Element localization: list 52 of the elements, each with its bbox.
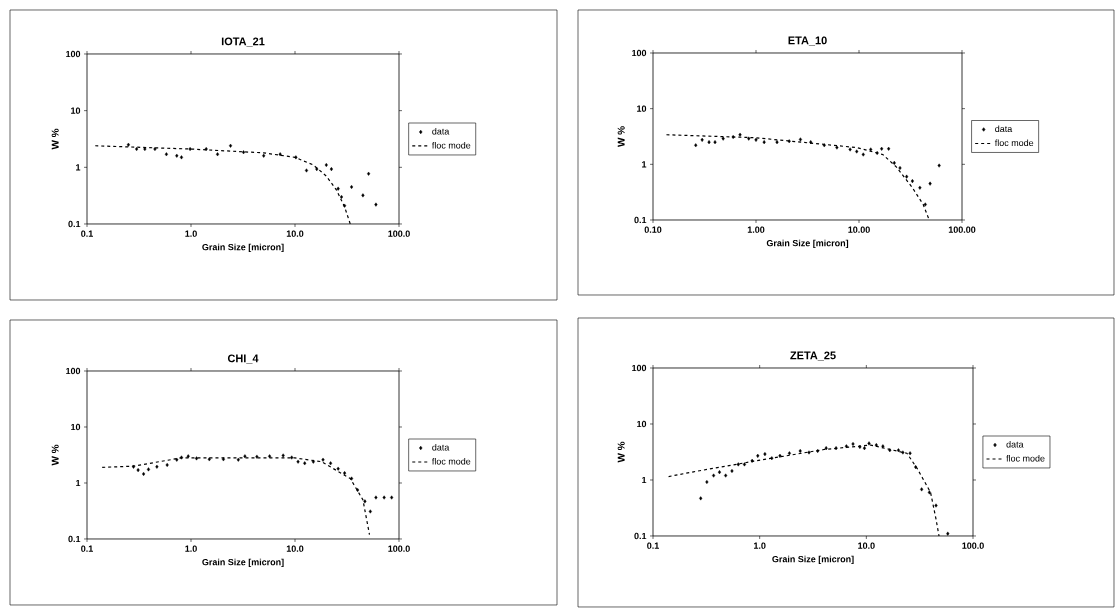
x-tick-label: 10.0 bbox=[286, 545, 304, 552]
legend-label: floc mode bbox=[994, 139, 1034, 147]
legend-label: data bbox=[995, 125, 1013, 133]
x-tick-label: 10.0 bbox=[286, 230, 304, 237]
y-tick-label: 100 bbox=[66, 50, 81, 58]
y-tick-label: 1 bbox=[76, 164, 81, 171]
y-tick-label: 10 bbox=[637, 105, 647, 112]
x-axis-title: Grain Size [micron] bbox=[766, 239, 849, 249]
chart-title: ETA_10 bbox=[788, 36, 827, 46]
legend-label: data bbox=[1006, 441, 1024, 448]
y-tick-label: 10 bbox=[71, 423, 81, 431]
legend-label: floc mode bbox=[431, 457, 471, 465]
y-tick-label: 0.1 bbox=[634, 216, 647, 224]
y-tick-label: 100 bbox=[632, 364, 647, 372]
x-tick-label: 100.00 bbox=[948, 226, 976, 233]
x-tick-label: 1.0 bbox=[185, 545, 197, 552]
y-tick-label: 10 bbox=[637, 420, 647, 428]
x-tick-label: 1.00 bbox=[747, 226, 765, 233]
y-axis-title: W % bbox=[51, 444, 59, 466]
legend-label: data bbox=[432, 444, 450, 451]
y-tick-label: 0.1 bbox=[68, 220, 81, 228]
y-axis-title: W % bbox=[617, 126, 625, 147]
x-tick-label: 100.0 bbox=[388, 230, 410, 237]
legend-label: floc mode bbox=[431, 141, 471, 149]
x-tick-label: 0.1 bbox=[81, 230, 93, 237]
y-tick-label: 0.1 bbox=[68, 535, 81, 543]
x-tick-label: 1.0 bbox=[185, 230, 197, 237]
y-tick-label: 0.1 bbox=[634, 532, 647, 540]
chart-title: CHI_4 bbox=[227, 354, 259, 364]
chart-title: IOTA_21 bbox=[221, 37, 265, 47]
y-tick-label: 1 bbox=[642, 161, 647, 168]
x-tick-label: 1.0 bbox=[754, 542, 766, 549]
chart-title: ZETA_25 bbox=[790, 351, 836, 361]
y-tick-label: 10 bbox=[71, 107, 81, 114]
x-axis-title: Grain Size [micron] bbox=[202, 243, 284, 253]
x-tick-label: 10.0 bbox=[858, 542, 875, 549]
x-tick-label: 100.0 bbox=[962, 542, 984, 549]
x-tick-label: 0.1 bbox=[647, 542, 659, 549]
x-tick-label: 0.1 bbox=[81, 545, 93, 552]
y-tick-label: 100 bbox=[66, 367, 81, 375]
y-tick-label: 1 bbox=[642, 476, 647, 484]
x-axis-title: Grain Size [micron] bbox=[772, 555, 854, 565]
x-tick-label: 100.0 bbox=[388, 545, 410, 552]
y-axis-title: W % bbox=[617, 441, 625, 463]
y-axis-title: W % bbox=[51, 128, 59, 150]
legend-label: data bbox=[432, 128, 450, 135]
legend-label: floc mode bbox=[1006, 454, 1045, 462]
y-tick-label: 100 bbox=[632, 49, 647, 57]
x-axis-title: Grain Size [micron] bbox=[202, 558, 284, 568]
y-tick-label: 1 bbox=[76, 479, 81, 487]
x-tick-label: 10.00 bbox=[848, 226, 870, 233]
x-tick-label: 0.10 bbox=[644, 226, 662, 233]
